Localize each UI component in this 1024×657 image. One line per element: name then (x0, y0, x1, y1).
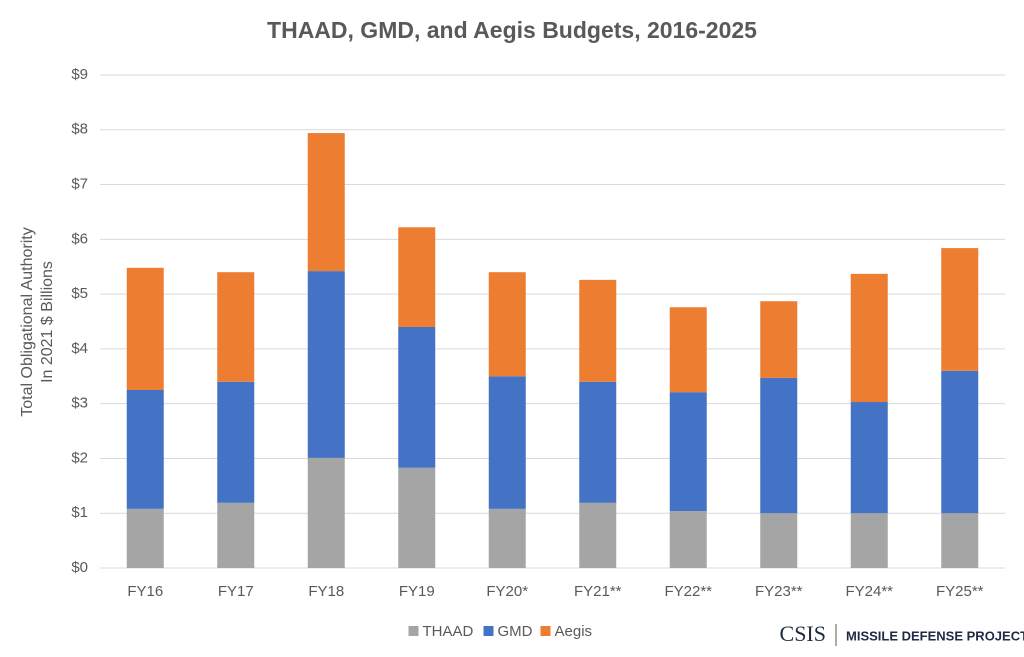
bar-segment (217, 272, 255, 382)
bar-segment (398, 467, 436, 568)
bar-segment (579, 502, 617, 568)
x-tick-label: FY24** (845, 583, 893, 600)
y-axis-title: Total Obligational Authority In 2021 $ B… (19, 227, 56, 416)
logo-subtitle: MISSILE DEFENSE PROJECT (846, 628, 1024, 643)
y-tick-label: $8 (71, 121, 88, 138)
y-label-line: In 2021 $ Billions (39, 261, 56, 383)
bar-segment (850, 402, 888, 514)
x-tick-label: FY19 (399, 583, 435, 600)
bar-segment (488, 508, 526, 568)
x-tick-label: FY25** (936, 583, 984, 600)
bar-segment (126, 508, 164, 568)
bar-segment (398, 227, 436, 327)
y-tick-label: $3 (71, 395, 88, 412)
bar-segment (307, 133, 345, 272)
y-label-line: Total Obligational Authority (19, 227, 36, 416)
x-tick-label: FY22** (664, 583, 712, 600)
x-tick-label: FY21** (574, 583, 622, 600)
x-tick-label: FY20* (486, 583, 528, 600)
x-tick-label: FY17 (218, 583, 254, 600)
y-tick-label: $1 (71, 504, 88, 521)
y-tick-label: $0 (71, 559, 88, 576)
bar-segment (941, 513, 979, 568)
y-tick-label: $5 (71, 285, 88, 302)
bar-segment (126, 267, 164, 390)
legend-swatch (540, 626, 551, 636)
bar-segment (941, 370, 979, 514)
bar-segment (850, 273, 888, 403)
bar-segment (307, 457, 345, 568)
bar-segment (579, 381, 617, 503)
bar-segment (217, 381, 255, 503)
bar-segment (941, 248, 979, 371)
bar-segment (669, 307, 707, 393)
legend-label: GMD (498, 623, 533, 640)
bar-segment (760, 301, 798, 378)
legend-swatch (483, 626, 494, 636)
bar-segment (669, 511, 707, 568)
x-tick-label: FY23** (755, 583, 803, 600)
legend-swatch (408, 626, 419, 636)
bar-segment (669, 392, 707, 512)
bar-segment (217, 502, 255, 568)
y-tick-label: $7 (71, 176, 88, 193)
logo: CSIS (780, 621, 826, 646)
bar-segment (850, 513, 888, 568)
bar-segment (760, 377, 798, 514)
legend-label: THAAD (423, 623, 474, 640)
bar-segment (307, 271, 345, 458)
y-tick-label: $4 (71, 340, 88, 357)
x-tick-label: FY18 (308, 583, 344, 600)
y-tick-label: $6 (71, 230, 88, 247)
bar-segment (488, 376, 526, 509)
chart-title: THAAD, GMD, and Aegis Budgets, 2016-2025 (267, 17, 757, 43)
bar-segment (488, 272, 526, 377)
y-tick-label: $2 (71, 449, 88, 466)
bar-segment (398, 326, 436, 468)
y-tick-label: $9 (71, 66, 88, 83)
bar-segment (126, 389, 164, 509)
x-tick-label: FY16 (127, 583, 163, 600)
bar-segment (579, 279, 617, 382)
bar-segment (760, 513, 798, 568)
legend-label: Aegis (555, 623, 593, 640)
